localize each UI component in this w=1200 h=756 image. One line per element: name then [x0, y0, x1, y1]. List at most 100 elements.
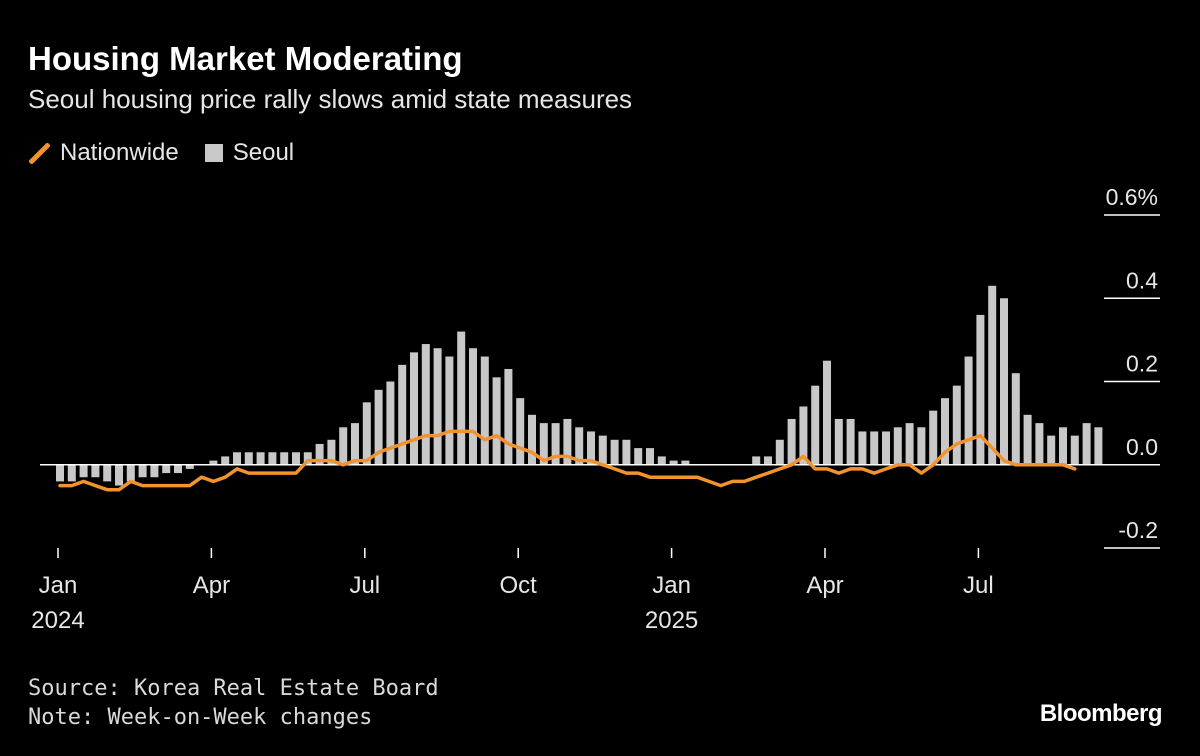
seoul-bar — [209, 460, 218, 465]
seoul-bar — [834, 418, 843, 465]
seoul-bar — [91, 464, 100, 478]
seoul-bar — [327, 439, 336, 465]
seoul-bar — [563, 418, 572, 465]
seoul-bar — [1023, 414, 1032, 465]
seoul-bar — [410, 352, 418, 465]
seoul-bar — [929, 410, 938, 465]
seoul-bar — [775, 439, 784, 465]
seoul-bar — [280, 452, 289, 465]
seoul-bar — [988, 285, 997, 465]
seoul-bar — [976, 314, 985, 465]
seoul-bar — [893, 427, 902, 465]
seoul-bar — [103, 464, 112, 482]
seoul-bar — [150, 464, 159, 478]
x-tick-label: Jul — [349, 572, 380, 599]
seoul-bar — [905, 423, 914, 465]
seoul-bar — [398, 364, 407, 465]
seoul-bar — [634, 448, 643, 465]
y-tick-label: 0.2 — [1126, 351, 1158, 377]
seoul-bar — [492, 377, 501, 465]
seoul-bar — [917, 427, 926, 465]
x-tick-label: Jul — [963, 572, 994, 599]
seoul-bar — [115, 464, 123, 486]
seoul-bar — [787, 418, 796, 465]
y-tick-label: -0.2 — [1118, 517, 1158, 543]
seoul-bar — [374, 389, 383, 465]
chart-title: Housing Market Moderating — [28, 40, 463, 77]
seoul-bar — [1047, 435, 1056, 465]
nationwide-line — [58, 429, 1077, 492]
y-tick-label: 0.6% — [1106, 184, 1158, 210]
seoul-bar — [657, 456, 666, 465]
legend-label-seoul: Seoul — [232, 139, 295, 166]
seoul-bar — [539, 423, 548, 465]
seoul-bar — [952, 385, 961, 465]
x-tick-label: Apr — [193, 572, 230, 599]
seoul-bar — [1094, 427, 1103, 465]
seoul-bar — [799, 406, 808, 465]
seoul-bar — [610, 439, 619, 465]
seoul-bar — [233, 452, 241, 465]
seoul-bar — [351, 423, 359, 465]
seoul-bar — [575, 427, 584, 465]
seoul-bar — [681, 460, 690, 465]
seoul-bar — [268, 452, 277, 465]
legend-item-seoul: Seoul — [204, 139, 295, 167]
seoul-bar — [138, 464, 147, 478]
seoul-bar — [79, 464, 88, 478]
seoul-bar — [339, 427, 348, 465]
seoul-bar — [67, 464, 76, 482]
seoul-bar — [882, 431, 890, 465]
seoul-bar — [362, 402, 371, 465]
seoul-bar — [941, 398, 949, 465]
seoul-bar — [1000, 298, 1008, 465]
x-tick-year-label: 2024 — [31, 607, 84, 634]
seoul-bar — [433, 348, 442, 465]
seoul-bar — [480, 356, 489, 465]
seoul-bar — [870, 431, 879, 465]
seoul-bar — [126, 464, 135, 482]
seoul-bar — [846, 418, 855, 465]
seoul-bar — [551, 423, 560, 465]
x-tick-label: Oct — [500, 572, 538, 599]
legend-label-nationwide: Nationwide — [60, 139, 179, 166]
seoul-bar — [244, 452, 253, 465]
source-text: Source: Korea Real Estate Board — [28, 676, 439, 701]
seoul-bar — [1011, 373, 1020, 465]
seoul-bar — [174, 464, 182, 474]
seoul-bar — [752, 456, 761, 465]
seoul-bar — [256, 452, 265, 465]
seoul-bar — [185, 464, 194, 469]
seoul-bar — [858, 431, 867, 465]
x-tick-year-label: 2025 — [645, 607, 698, 634]
seoul-bar — [292, 452, 300, 465]
seoul-bar — [386, 381, 395, 465]
seoul-bar — [504, 369, 513, 465]
seoul-bar — [1070, 435, 1079, 465]
seoul-bar — [516, 398, 525, 465]
seoul-bar — [528, 414, 536, 465]
seoul-bar — [811, 385, 820, 465]
seoul-bar — [445, 356, 454, 465]
seoul-bar — [1082, 423, 1091, 465]
seoul-bar — [315, 443, 324, 465]
seoul-bar — [598, 435, 607, 465]
seoul-bar — [457, 331, 466, 465]
x-tick-label: Jan — [39, 572, 78, 599]
seoul-bar — [964, 356, 973, 465]
bar-swatch-icon — [204, 144, 223, 162]
seoul-bar — [421, 344, 430, 465]
seoul-bar — [587, 431, 595, 465]
seoul-bar — [303, 452, 312, 465]
seoul-bar — [764, 456, 772, 465]
note-text: Note: Week-on-Week changes — [28, 705, 373, 730]
seoul-bar — [469, 348, 477, 465]
x-tick-label: Jan — [652, 572, 691, 599]
seoul-bar — [622, 439, 631, 465]
chart-subtitle: Seoul housing price rally slows amid sta… — [28, 84, 633, 114]
y-tick-label: 0.4 — [1126, 267, 1158, 293]
x-tick-label: Apr — [806, 572, 843, 599]
legend-item-nationwide: Nationwide — [28, 139, 179, 167]
seoul-bar — [56, 464, 64, 482]
